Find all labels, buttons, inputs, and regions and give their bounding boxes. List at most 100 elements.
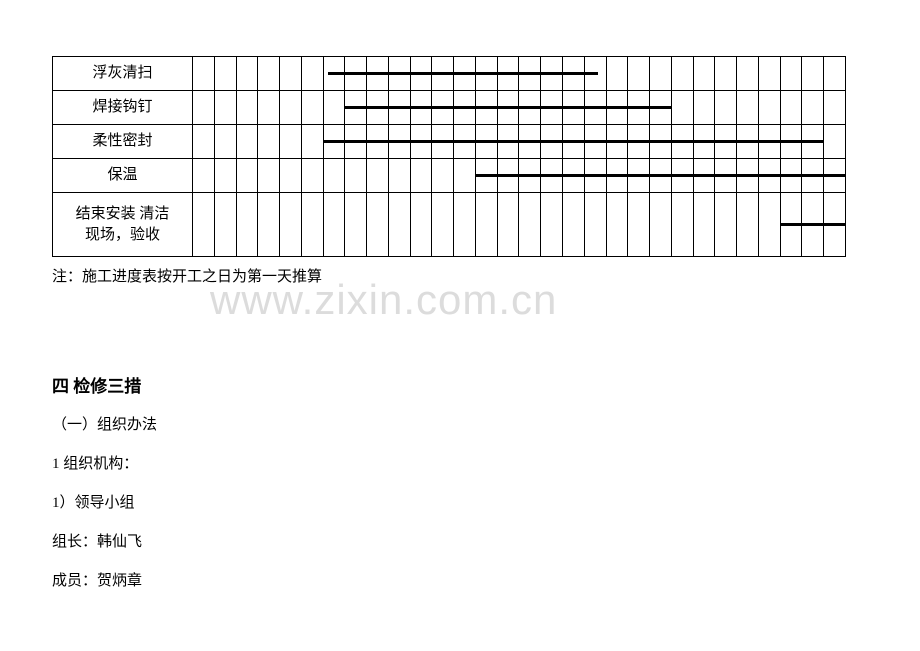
- gantt-cell: [737, 91, 759, 125]
- gantt-row: 保温: [53, 159, 868, 193]
- gantt-cell: [758, 193, 780, 257]
- gantt-cell: [541, 193, 563, 257]
- gantt-cell: [671, 193, 693, 257]
- gantt-cell: [758, 57, 780, 91]
- gantt-cell: [715, 193, 737, 257]
- gantt-bar: [328, 72, 598, 75]
- gantt-cell: [301, 91, 323, 125]
- gantt-cell: [693, 57, 715, 91]
- gantt-cell: [671, 91, 693, 125]
- gantt-cell: [780, 91, 802, 125]
- section-heading: 四 检修三措: [52, 372, 868, 397]
- gantt-cell: [432, 193, 454, 257]
- gantt-cell: [671, 57, 693, 91]
- gantt-cell: [497, 193, 519, 257]
- gantt-cell: [802, 91, 824, 125]
- gantt-cell: [519, 193, 541, 257]
- gantt-cell: [193, 159, 215, 193]
- gantt-cell: [628, 193, 650, 257]
- gantt-cell: [388, 159, 410, 193]
- gantt-cell: [737, 57, 759, 91]
- gantt-cell: [758, 91, 780, 125]
- body-line: （一）组织办法: [52, 415, 868, 436]
- gantt-cell: [258, 91, 280, 125]
- gantt-cell: [824, 57, 846, 91]
- gantt-cell: [323, 159, 345, 193]
- gantt-cell: [432, 159, 454, 193]
- gantt-row: 柔性密封: [53, 125, 868, 159]
- gantt-cell: [824, 125, 846, 159]
- gantt-cell: [258, 57, 280, 91]
- gantt-cell: [388, 193, 410, 257]
- gantt-row-label: 浮灰清扫: [53, 57, 193, 91]
- gantt-cell: [650, 193, 672, 257]
- gantt-cell: [454, 159, 476, 193]
- gantt-cell: [345, 159, 367, 193]
- gantt-cell: [367, 159, 389, 193]
- gantt-cell: [345, 193, 367, 257]
- gantt-cell: [236, 91, 258, 125]
- gantt-cell: [301, 193, 323, 257]
- gantt-bar: [323, 140, 824, 143]
- gantt-cell: [650, 57, 672, 91]
- gantt-chart: 浮灰清扫焊接钩钉柔性密封保温结束安装 清洁现场，验收: [52, 56, 868, 257]
- gantt-cell: [236, 57, 258, 91]
- gantt-cell: [236, 125, 258, 159]
- gantt-cell: [214, 159, 236, 193]
- gantt-cell: [280, 125, 302, 159]
- gantt-cell: [715, 91, 737, 125]
- gantt-cell: [258, 125, 280, 159]
- body-line: 组长：韩仙飞: [52, 532, 868, 553]
- gantt-cell: [606, 193, 628, 257]
- gantt-bar: [475, 174, 845, 177]
- gantt-cell: [214, 91, 236, 125]
- gantt-cell: [323, 193, 345, 257]
- body-line: 1 组织机构：: [52, 454, 868, 475]
- gantt-cell: [280, 91, 302, 125]
- body-line: 1）领导小组: [52, 493, 868, 514]
- gantt-cell: [280, 57, 302, 91]
- gantt-cell: [214, 57, 236, 91]
- gantt-cell: [214, 125, 236, 159]
- gantt-cell: [824, 91, 846, 125]
- gantt-cell: [693, 193, 715, 257]
- gantt-cell: [236, 159, 258, 193]
- gantt-cell: [193, 193, 215, 257]
- gantt-cell: [715, 57, 737, 91]
- gantt-cell: [737, 193, 759, 257]
- gantt-cell: [193, 91, 215, 125]
- gantt-cell: [802, 57, 824, 91]
- gantt-cell: [606, 57, 628, 91]
- gantt-cell: [780, 57, 802, 91]
- gantt-cell: [301, 57, 323, 91]
- gantt-row: 浮灰清扫: [53, 57, 868, 91]
- gantt-cell: [475, 193, 497, 257]
- gantt-cell: [258, 193, 280, 257]
- gantt-bar: [780, 223, 845, 226]
- gantt-cell: [410, 193, 432, 257]
- gantt-row: 焊接钩钉: [53, 91, 868, 125]
- body-line: 成员：贺炳章: [52, 571, 868, 592]
- gantt-cell: [258, 159, 280, 193]
- gantt-cell: [367, 193, 389, 257]
- gantt-note: 注：施工进度表按开工之日为第一天推算: [52, 265, 868, 286]
- gantt-cell: [563, 193, 585, 257]
- gantt-cell: [214, 193, 236, 257]
- gantt-cell: [323, 91, 345, 125]
- gantt-row-label: 保温: [53, 159, 193, 193]
- gantt-cell: [693, 91, 715, 125]
- gantt-row-label: 柔性密封: [53, 125, 193, 159]
- gantt-cell: [193, 57, 215, 91]
- gantt-cell: [280, 159, 302, 193]
- gantt-cell: [193, 125, 215, 159]
- gantt-cell: [301, 159, 323, 193]
- gantt-cell: [236, 193, 258, 257]
- gantt-cell: [410, 159, 432, 193]
- gantt-cell: [628, 57, 650, 91]
- gantt-cell: [280, 193, 302, 257]
- gantt-cell: [454, 193, 476, 257]
- gantt-row-label: 焊接钩钉: [53, 91, 193, 125]
- gantt-row: 结束安装 清洁现场，验收: [53, 193, 868, 257]
- gantt-cell: [584, 193, 606, 257]
- gantt-row-label: 结束安装 清洁现场，验收: [53, 193, 193, 257]
